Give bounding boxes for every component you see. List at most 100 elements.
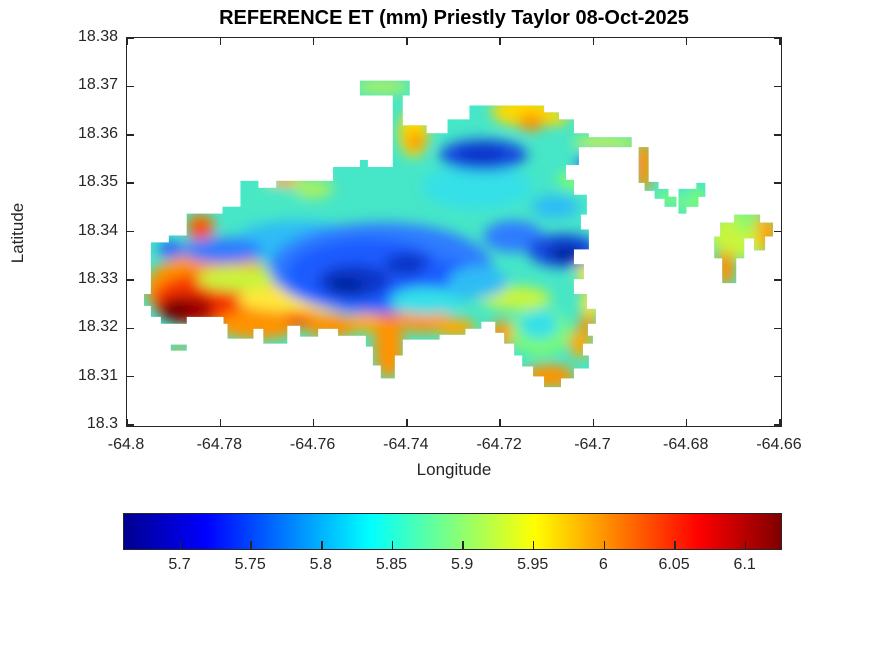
et-field-blob — [531, 194, 579, 219]
y-tick-label: 18.37 — [77, 76, 118, 94]
et-field-blob — [406, 132, 425, 151]
et-field-blob — [519, 309, 560, 340]
colorbar-tick-label: 5.75 — [234, 556, 266, 573]
colorbar-tick — [321, 541, 323, 549]
y-tick — [127, 327, 134, 329]
et-field-blob — [759, 231, 774, 252]
x-tick-label: -64.74 — [383, 436, 429, 453]
et-field-blob — [303, 313, 359, 338]
colorbar-tick-label: 5.8 — [309, 556, 332, 573]
x-tick-top — [406, 38, 408, 45]
x-tick-top — [779, 38, 781, 45]
y-tick-right — [774, 37, 781, 39]
x-tick-label: -64.68 — [663, 436, 709, 453]
et-field-blob — [617, 213, 642, 232]
colorbar-tick — [603, 541, 606, 549]
y-tick-right — [774, 134, 781, 136]
et-field-blob — [328, 277, 364, 296]
et-field-blob — [597, 201, 650, 238]
colorbar-tick — [179, 541, 182, 549]
colorbar-tick-label: 5.9 — [450, 556, 474, 573]
et-field-blob — [457, 146, 506, 165]
et-field-blob — [548, 244, 584, 263]
colorbar-tick-label: 5.95 — [517, 556, 549, 573]
colorbar-tick-label: 6 — [598, 556, 608, 573]
et-field-blob — [216, 309, 301, 340]
y-tick — [127, 182, 134, 184]
y-tick-right — [774, 182, 781, 184]
colorbar-tick-label: 6.05 — [658, 556, 690, 573]
et-field-blob — [557, 169, 597, 190]
x-tick-label: -64.8 — [107, 436, 145, 453]
y-axis-label: Latitude — [8, 202, 27, 264]
chart-title: REFERENCE ET (mm) Priestly Taylor 08-Oct… — [219, 7, 689, 29]
y-tick — [127, 279, 134, 281]
x-tick-label: -64.7 — [574, 436, 611, 453]
et-field-blob — [389, 287, 462, 315]
colorbar-tick — [462, 541, 464, 549]
y-tick-right — [774, 375, 781, 378]
x-tick-top — [312, 38, 315, 45]
x-tick-top — [219, 38, 222, 45]
y-tick-right — [774, 230, 781, 233]
et-field-blob — [193, 222, 208, 237]
x-tick — [499, 419, 501, 426]
colorbar-tick-label: 5.7 — [168, 556, 191, 573]
y-tick-label: 18.32 — [77, 318, 118, 336]
et-field-blob — [594, 158, 621, 172]
x-tick-label: -64.66 — [756, 436, 802, 453]
y-tick-label: 18.36 — [77, 124, 118, 142]
y-tick-right — [774, 85, 781, 88]
et-field-blob — [373, 315, 404, 380]
et-field-blob — [578, 314, 597, 333]
x-tick — [592, 419, 595, 426]
et-field-blob — [221, 182, 302, 211]
colorbar-gradient — [124, 514, 781, 549]
x-tick — [779, 419, 781, 426]
y-tick — [127, 134, 134, 136]
y-tick-label: 18.34 — [77, 221, 118, 239]
x-tick — [312, 419, 315, 426]
et-field-blob — [568, 329, 591, 358]
et-field-blob — [182, 237, 263, 264]
y-tick-label: 18.33 — [77, 269, 118, 287]
x-tick-label: -64.72 — [476, 436, 522, 453]
colorbar-tick — [391, 541, 394, 549]
y-tick — [127, 37, 134, 39]
y-tick — [127, 375, 134, 378]
colorbar-tick-label: 5.85 — [375, 556, 407, 573]
island-map — [143, 80, 774, 388]
et-field-blob — [572, 136, 637, 151]
x-tick — [126, 419, 128, 426]
y-tick-right — [774, 279, 781, 281]
colorbar-tick — [744, 541, 747, 549]
et-field-blob — [734, 214, 759, 231]
plot-area — [126, 37, 782, 427]
x-axis-label: Longitude — [416, 460, 492, 479]
et-field-blob — [422, 165, 533, 209]
y-tick-label: 18.38 — [77, 28, 118, 45]
x-tick — [219, 419, 222, 426]
y-tick-label: 18.3 — [86, 415, 118, 432]
et-field-blob — [518, 113, 545, 132]
et-field-blob — [582, 274, 607, 296]
et-field-blob — [383, 252, 432, 277]
colorbar-tick — [250, 541, 252, 549]
island-base-fill — [143, 80, 774, 388]
x-tick-top — [685, 38, 688, 45]
colorbar-tick — [674, 541, 676, 549]
y-tick-label: 18.31 — [77, 366, 118, 384]
et-field-blob — [447, 266, 508, 298]
y-tick — [127, 230, 134, 233]
x-tick — [406, 419, 408, 426]
et-field-blob — [715, 250, 736, 287]
et-field-blob — [574, 152, 631, 178]
et-field-blob — [633, 139, 654, 191]
y-tick-right — [774, 424, 781, 426]
et-field-blob — [353, 80, 410, 95]
et-field-blob — [160, 302, 189, 321]
et-field-blob — [656, 190, 677, 207]
y-tick-label: 18.35 — [77, 173, 118, 191]
x-tick — [685, 419, 688, 426]
